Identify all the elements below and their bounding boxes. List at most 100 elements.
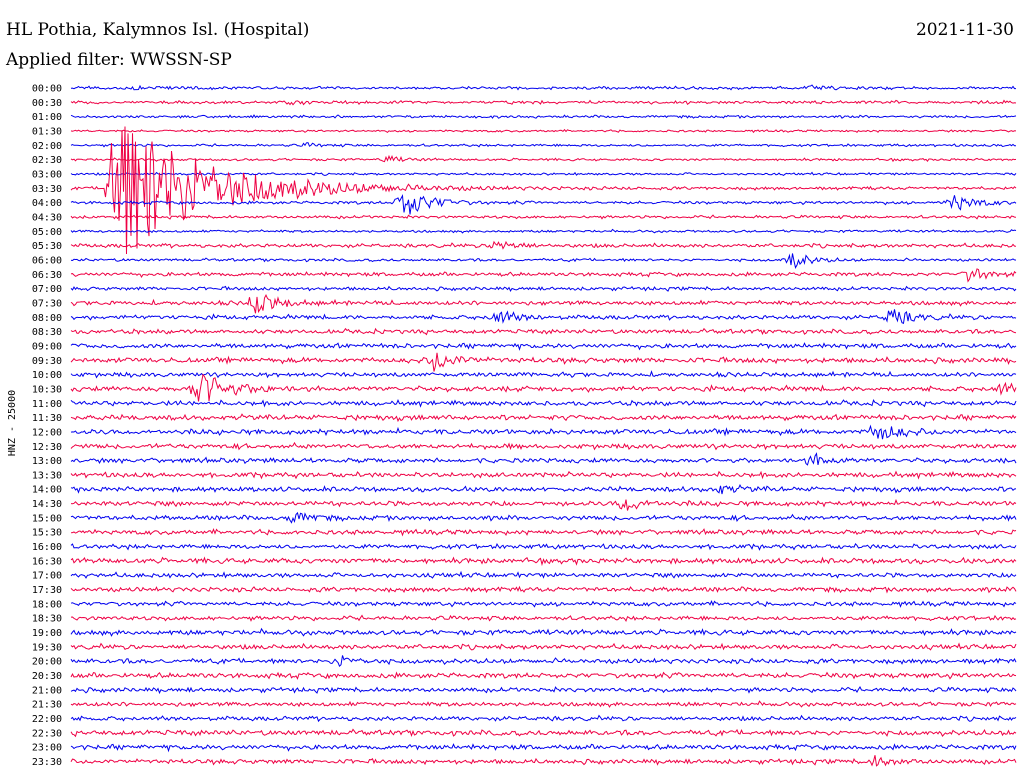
time-label-1530: 15:30 xyxy=(32,528,62,539)
time-label-0600: 06:00 xyxy=(32,255,62,266)
time-label-0230: 02:30 xyxy=(32,155,62,166)
trace-2330 xyxy=(70,755,1017,767)
trace-2130 xyxy=(70,700,1017,708)
trace-0330 xyxy=(70,126,1017,255)
trace-1300 xyxy=(70,452,1017,466)
trace-0400 xyxy=(70,193,1017,215)
time-label-1230: 12:30 xyxy=(32,442,62,453)
time-label-1100: 11:00 xyxy=(32,399,62,410)
trace-1030 xyxy=(70,373,1017,402)
time-tick-labels: 00:00 00:30 01:00 01:30 02:00 02:30 03:00 03:30… xyxy=(32,84,62,769)
time-label-1500: 15:00 xyxy=(32,513,62,524)
time-label-1630: 16:30 xyxy=(32,556,62,567)
trace-1330 xyxy=(70,470,1017,480)
trace-2200 xyxy=(70,714,1017,723)
time-label-2200: 22:00 xyxy=(32,714,62,725)
time-label-2000: 20:00 xyxy=(32,657,62,668)
trace-1200 xyxy=(70,424,1017,440)
time-label-1330: 13:30 xyxy=(32,470,62,481)
time-label-1400: 14:00 xyxy=(32,485,62,496)
time-label-1130: 11:30 xyxy=(32,413,62,424)
filter-label: Applied filter: WWSSN-SP xyxy=(6,50,232,70)
trace-0530 xyxy=(70,240,1017,250)
trace-0430 xyxy=(70,214,1017,220)
trace-2100 xyxy=(70,685,1017,695)
time-label-0530: 05:30 xyxy=(32,241,62,252)
trace-0730 xyxy=(70,293,1017,314)
time-label-2030: 20:30 xyxy=(32,671,62,682)
time-label-1730: 17:30 xyxy=(32,585,62,596)
time-label-2100: 21:00 xyxy=(32,685,62,696)
time-label-1700: 17:00 xyxy=(32,571,62,582)
trace-0900 xyxy=(70,342,1017,351)
trace-0200 xyxy=(70,142,1016,148)
time-label-1930: 19:30 xyxy=(32,642,62,653)
trace-1930 xyxy=(70,642,1017,651)
channel-label: HNZ - 25000 xyxy=(7,390,18,456)
trace-1600 xyxy=(70,543,1017,551)
trace-1000 xyxy=(70,370,1017,379)
time-label-0900: 09:00 xyxy=(32,341,62,352)
trace-1230 xyxy=(70,441,1017,451)
time-label-1030: 10:30 xyxy=(32,384,62,395)
time-label-0730: 07:30 xyxy=(32,298,62,309)
time-label-0400: 04:00 xyxy=(32,198,62,209)
time-label-1300: 13:00 xyxy=(32,456,62,467)
time-label-2300: 23:00 xyxy=(32,743,62,754)
time-label-2330: 23:30 xyxy=(32,757,62,768)
time-label-0800: 08:00 xyxy=(32,313,62,324)
time-label-0930: 09:30 xyxy=(32,356,62,367)
time-label-1000: 10:00 xyxy=(32,370,62,381)
time-label-0000: 00:00 xyxy=(32,84,62,95)
trace-0630 xyxy=(70,268,1017,283)
trace-0800 xyxy=(70,309,1017,324)
station-title: HL Pothia, Kalymnos Isl. (Hospital) xyxy=(6,20,310,40)
time-label-0700: 07:00 xyxy=(32,284,62,295)
time-label-0430: 04:30 xyxy=(32,212,62,223)
trace-0500 xyxy=(70,228,1017,234)
trace-0700 xyxy=(70,285,1017,292)
trace-1100 xyxy=(70,399,1017,408)
trace-0130 xyxy=(70,128,1017,134)
time-label-1800: 18:00 xyxy=(32,599,62,610)
trace-1400 xyxy=(70,484,1017,495)
trace-1630 xyxy=(70,556,1017,567)
time-label-2130: 21:30 xyxy=(32,700,62,711)
trace-1500 xyxy=(70,511,1017,524)
time-label-2230: 22:30 xyxy=(32,728,62,739)
trace-1900 xyxy=(70,627,1017,637)
trace-1800 xyxy=(70,600,1017,608)
time-label-0030: 00:30 xyxy=(32,98,62,109)
trace-group xyxy=(70,84,1017,767)
time-label-1830: 18:30 xyxy=(32,614,62,625)
trace-1830 xyxy=(70,614,1017,623)
time-label-0200: 02:00 xyxy=(32,141,62,152)
time-label-0330: 03:30 xyxy=(32,184,62,195)
time-label-1900: 19:00 xyxy=(32,628,62,639)
trace-2030 xyxy=(70,671,1017,680)
time-label-0830: 08:30 xyxy=(32,327,62,338)
trace-1130 xyxy=(70,413,1017,423)
trace-1430 xyxy=(70,498,1017,511)
time-label-0100: 01:00 xyxy=(32,112,62,123)
trace-2300 xyxy=(70,743,1017,753)
trace-0030 xyxy=(70,99,1017,106)
trace-1730 xyxy=(70,585,1017,594)
trace-0100 xyxy=(70,114,1017,120)
time-label-0630: 06:30 xyxy=(32,270,62,281)
time-label-1600: 16:00 xyxy=(32,542,62,553)
time-label-0130: 01:30 xyxy=(32,126,62,137)
trace-2000 xyxy=(70,655,1017,668)
time-label-0300: 03:00 xyxy=(32,169,62,180)
trace-0230 xyxy=(70,154,1017,163)
time-label-0500: 05:00 xyxy=(32,227,62,238)
time-label-1200: 12:00 xyxy=(32,427,62,438)
trace-0930 xyxy=(70,352,1017,372)
trace-1530 xyxy=(70,528,1017,537)
trace-1700 xyxy=(70,570,1017,579)
date-label: 2021-11-30 xyxy=(915,20,1014,40)
trace-2230 xyxy=(70,728,1017,738)
trace-0000 xyxy=(70,84,1016,91)
time-label-1430: 14:30 xyxy=(32,499,62,510)
